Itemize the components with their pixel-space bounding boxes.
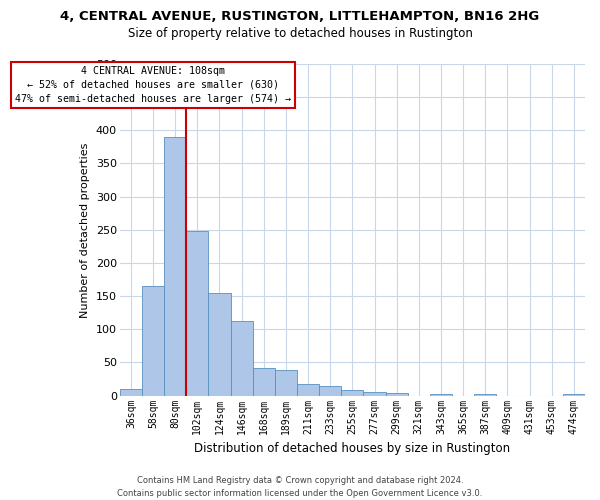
Bar (386, 393, 408, 396)
Bar (230, 320, 253, 396)
Bar (186, 231, 208, 396)
Text: 4, CENTRAL AVENUE, RUSTINGTON, LITTLEHAMPTON, BN16 2HG: 4, CENTRAL AVENUE, RUSTINGTON, LITTLEHAM… (61, 10, 539, 23)
Bar (364, 392, 386, 396)
Bar (297, 384, 319, 396)
Bar (253, 368, 275, 396)
Text: 4 CENTRAL AVENUE: 108sqm
← 52% of detached houses are smaller (630)
47% of semi-: 4 CENTRAL AVENUE: 108sqm ← 52% of detach… (15, 66, 291, 104)
Bar (341, 390, 364, 396)
Bar (120, 389, 142, 396)
Text: Contains HM Land Registry data © Crown copyright and database right 2024.
Contai: Contains HM Land Registry data © Crown c… (118, 476, 482, 498)
Text: Size of property relative to detached houses in Rustington: Size of property relative to detached ho… (128, 28, 472, 40)
Y-axis label: Number of detached properties: Number of detached properties (80, 142, 91, 318)
X-axis label: Distribution of detached houses by size in Rustington: Distribution of detached houses by size … (194, 442, 511, 455)
Bar (208, 293, 230, 396)
Bar (275, 370, 297, 396)
Bar (563, 394, 585, 396)
Bar (164, 137, 186, 396)
Bar (474, 394, 496, 396)
Bar (430, 394, 452, 396)
Bar (319, 386, 341, 396)
Bar (142, 286, 164, 396)
